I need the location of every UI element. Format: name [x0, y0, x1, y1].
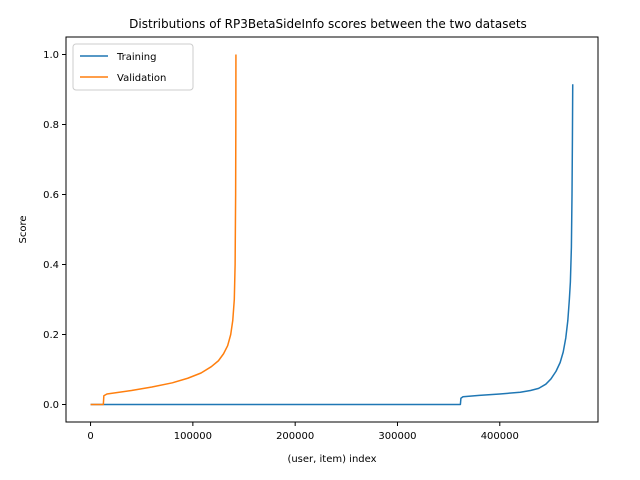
- chart-title: Distributions of RP3BetaSideInfo scores …: [129, 17, 527, 31]
- y-tick-label: 0.2: [43, 330, 59, 341]
- y-tick-label: 0.8: [43, 120, 59, 131]
- y-tick-label: 0.6: [43, 190, 59, 201]
- y-tick-label: 0.0: [43, 400, 59, 411]
- legend-label-training: Training: [116, 52, 156, 63]
- x-axis: 0 100000 200000 300000 400000: [87, 422, 519, 442]
- x-tick-label: 300000: [378, 431, 416, 442]
- series-layer: [90, 54, 574, 406]
- y-tick-label: 1.0: [43, 50, 59, 61]
- y-axis: 0.0 0.2 0.4 0.6 0.8 1.0: [43, 50, 66, 411]
- y-tick-label: 0.4: [43, 260, 59, 271]
- series-line-training: [90, 84, 574, 406]
- series-line-validation: [90, 54, 237, 406]
- y-axis-label: Score: [18, 215, 29, 243]
- x-tick-label: 200000: [276, 431, 314, 442]
- x-tick-label: 400000: [481, 431, 519, 442]
- legend: Training Validation: [72, 43, 194, 91]
- legend-label-validation: Validation: [117, 73, 166, 84]
- plot-frame: [65, 36, 599, 423]
- x-axis-label: (user, item) index: [287, 454, 376, 465]
- x-tick-label: 0: [87, 431, 93, 442]
- x-tick-label: 100000: [174, 431, 212, 442]
